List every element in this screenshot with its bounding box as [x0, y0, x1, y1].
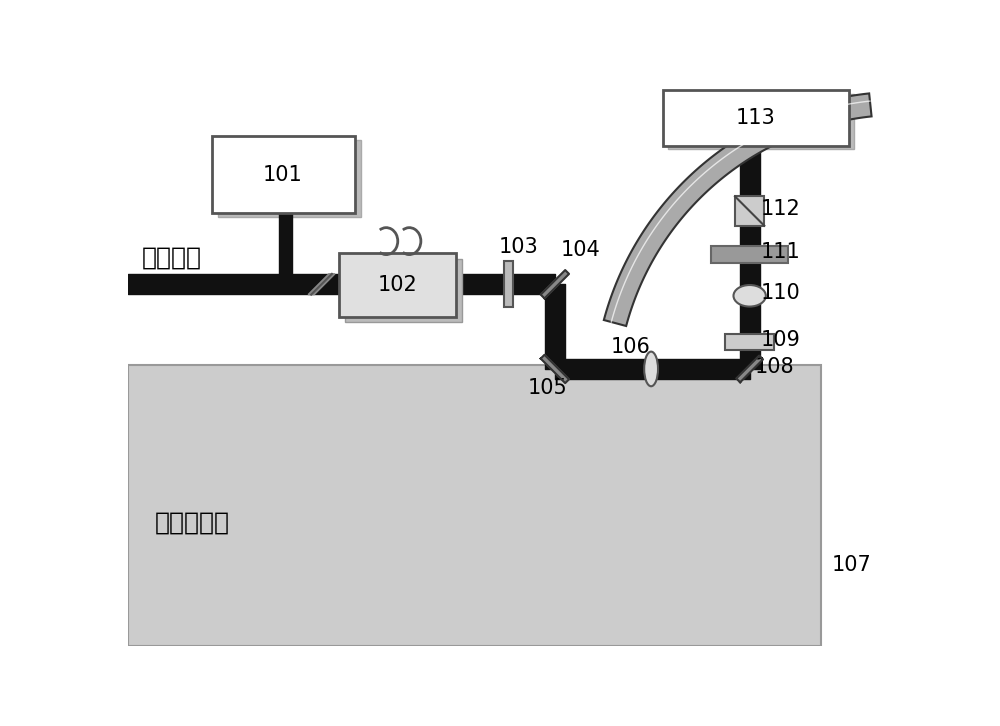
Text: 106: 106 — [611, 338, 651, 357]
Text: 111: 111 — [760, 242, 800, 262]
Polygon shape — [541, 355, 569, 383]
Ellipse shape — [733, 285, 766, 306]
Bar — [711, 245, 788, 263]
Bar — [668, 94, 854, 150]
Ellipse shape — [644, 351, 658, 386]
Polygon shape — [604, 94, 872, 326]
Text: 113: 113 — [736, 108, 776, 128]
Text: 102: 102 — [378, 275, 418, 295]
Text: 110: 110 — [760, 283, 800, 303]
Text: 太赫兹脉冲: 太赫兹脉冲 — [154, 511, 229, 535]
Bar — [663, 90, 849, 146]
Text: 112: 112 — [760, 199, 800, 219]
Bar — [504, 261, 513, 307]
Text: 108: 108 — [755, 357, 795, 378]
Text: 109: 109 — [760, 330, 800, 350]
Bar — [218, 140, 361, 217]
Bar — [212, 136, 355, 213]
Text: 104: 104 — [560, 240, 600, 260]
Text: 107: 107 — [832, 555, 872, 575]
Bar — [345, 259, 462, 322]
Text: 105: 105 — [528, 378, 568, 398]
Bar — [735, 197, 764, 226]
Bar — [725, 334, 774, 350]
Polygon shape — [736, 356, 763, 383]
Text: 101: 101 — [263, 165, 303, 185]
Text: 探测脉冲: 探测脉冲 — [141, 245, 201, 269]
Text: 103: 103 — [499, 237, 538, 257]
Polygon shape — [541, 270, 569, 298]
Bar — [128, 365, 820, 646]
Bar — [339, 253, 456, 317]
Polygon shape — [308, 274, 335, 295]
